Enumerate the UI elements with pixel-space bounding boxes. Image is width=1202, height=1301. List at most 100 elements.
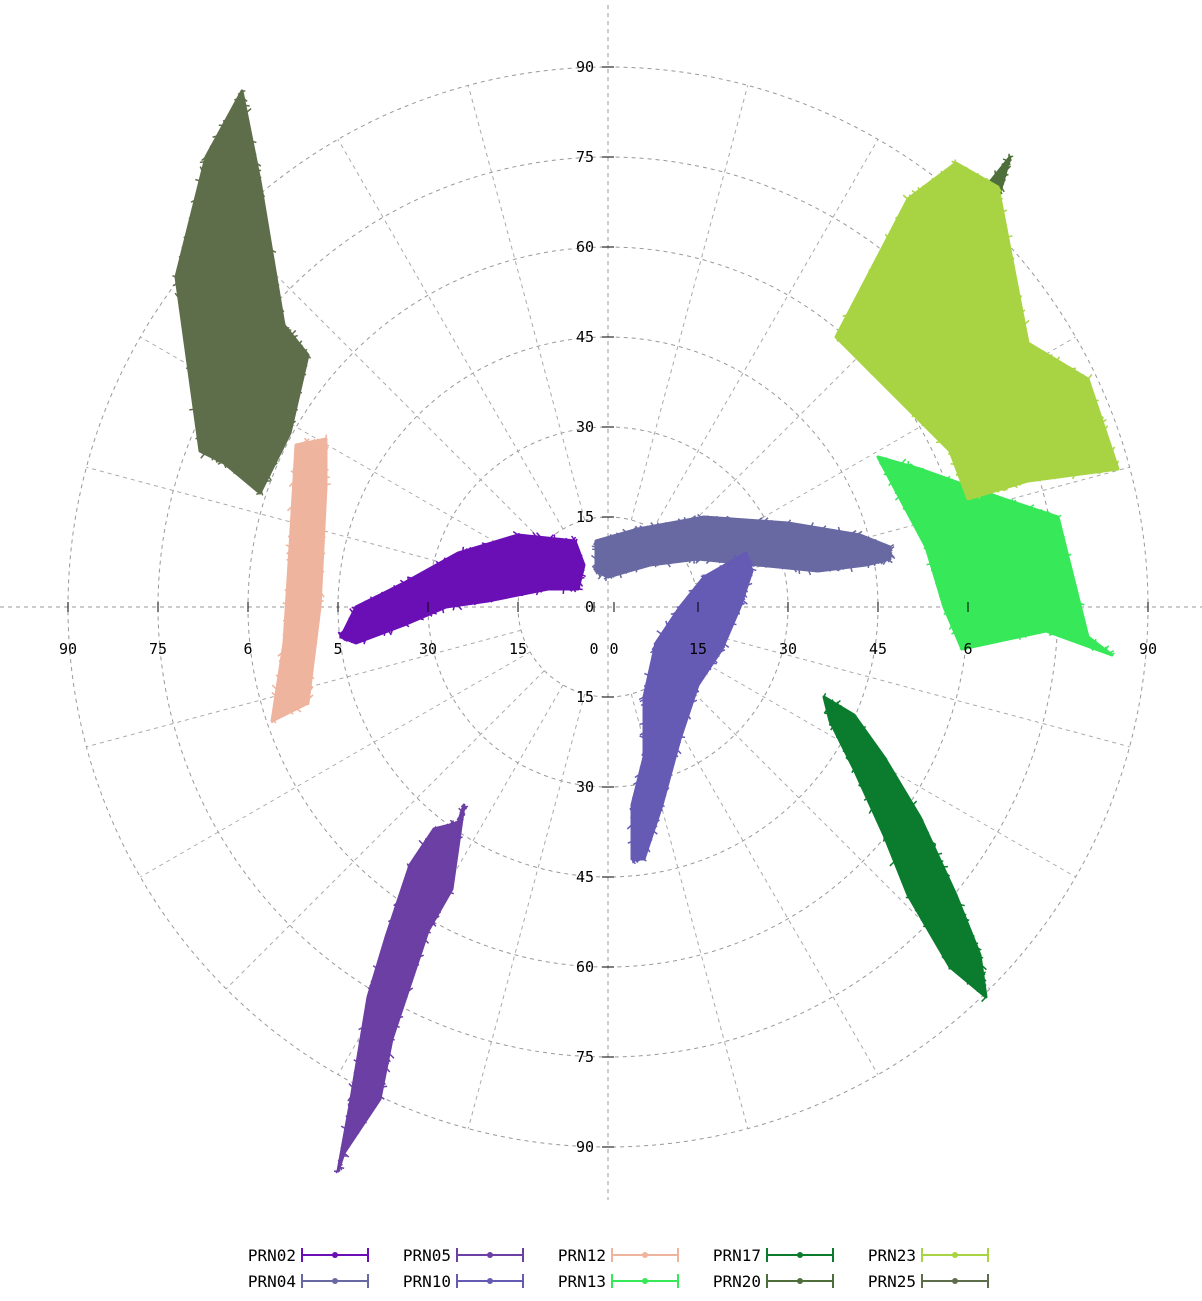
y-tick-label: 15 [576,508,594,526]
trace-tick [875,816,878,820]
trace-tick [1013,484,1018,489]
trace-tick [974,952,980,958]
trace-tick [261,192,266,198]
trace-tick [888,848,892,853]
trace-tick [669,621,673,624]
trace-tick [231,106,235,111]
trace-tick [919,467,922,470]
trace-tick [695,558,699,562]
trace-tick [835,336,839,343]
trace-tick [878,561,883,564]
trace-tick [288,481,295,488]
trace-tick [370,977,375,983]
trace-tick [245,107,252,114]
trace-tick [976,947,982,951]
trace-tick [962,166,968,169]
trace-tick [834,728,837,732]
trace-tick [321,442,327,447]
trace-tick [924,546,927,549]
trace-tick [1111,446,1116,452]
trace-tick [460,804,465,808]
trace-tick [687,596,693,603]
trace-tick [441,608,445,614]
trace-tick [707,515,711,519]
trace-tick [275,674,280,678]
trace-tick [358,1026,364,1031]
trace-tick [871,741,874,745]
trace-tick [1002,209,1008,213]
trace-tick [891,856,895,859]
trace-tick [418,617,424,621]
trace-tick [874,374,878,379]
trace-tick [313,643,316,647]
trace-tick [255,162,262,167]
trace-tick [894,461,900,464]
trace-tick [959,903,965,907]
trace-tick [1048,633,1055,636]
trace-tick [308,686,314,692]
trace-tick [972,171,975,174]
trace-tick [609,575,613,580]
trace-tick [1061,362,1067,368]
trace-tick [381,1070,386,1074]
trace-tick [283,712,286,715]
trace-tick [715,515,719,519]
swatch-marker [332,1252,338,1258]
trace-tick [763,517,769,522]
trace-tick [955,471,959,477]
trace-tick [644,672,650,677]
trace-tick [793,522,796,525]
trace-tick [921,822,924,825]
trace-tick [639,732,645,736]
trace-tick [886,551,891,555]
trace-tick [871,558,878,563]
trace-tick [982,977,987,982]
trace-tick [793,568,798,573]
trace-tick [292,494,295,499]
trace-tick [683,599,686,603]
trace-tick [917,468,922,473]
legend-swatch [456,1274,524,1288]
trace-tick [1061,365,1067,372]
trace-tick [867,564,870,569]
trace-tick [416,575,420,578]
trace-tick [292,465,296,471]
legend-label: PRN02 [247,1245,296,1265]
trace-tick [643,756,647,761]
trace-tick [1014,499,1018,504]
trace-tick [997,167,1002,172]
x-tick-label: 5 [333,640,342,658]
trace-tick [653,653,659,657]
trace-tick [951,631,956,635]
trace-tick [842,314,848,317]
trace-tick [258,180,261,184]
trace-tick [631,845,635,848]
trace-tick [948,967,952,970]
trace-tick [1026,336,1029,339]
trace-tick [222,119,227,122]
trace-tick [630,815,633,819]
trace-tick [244,104,250,107]
trace-tick [797,524,801,527]
trace-tick [878,823,884,828]
trace-tick [702,575,707,579]
trace-tick [897,871,902,877]
trace-tick [979,991,983,995]
trace-tick [710,570,714,574]
trace-tick [1037,510,1042,516]
trace-tick [732,554,738,559]
trace-tick [750,573,753,577]
trace-tick [275,292,280,297]
trace-tick [312,658,315,661]
trace-tick [284,588,288,592]
legend-swatch [611,1274,679,1288]
trace-tick [942,951,949,957]
trace-tick [428,927,432,930]
trace-tick [632,781,639,786]
trace-tick [674,558,678,563]
trace-tick [340,1149,345,1156]
trace-tick [714,558,718,562]
trace-tick [877,456,880,460]
trace-tick [174,292,180,299]
trace-tick [663,521,667,525]
